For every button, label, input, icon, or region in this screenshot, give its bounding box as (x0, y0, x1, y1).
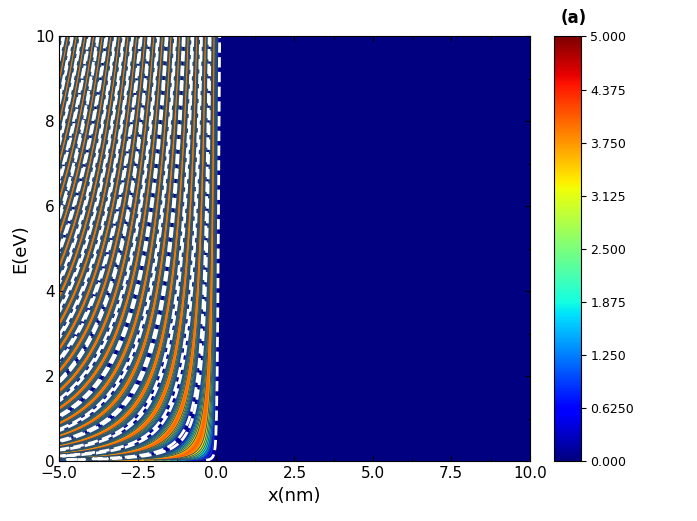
Y-axis label: E(eV): E(eV) (12, 225, 29, 273)
X-axis label: x(nm): x(nm) (268, 487, 321, 504)
Text: (a): (a) (560, 9, 587, 28)
